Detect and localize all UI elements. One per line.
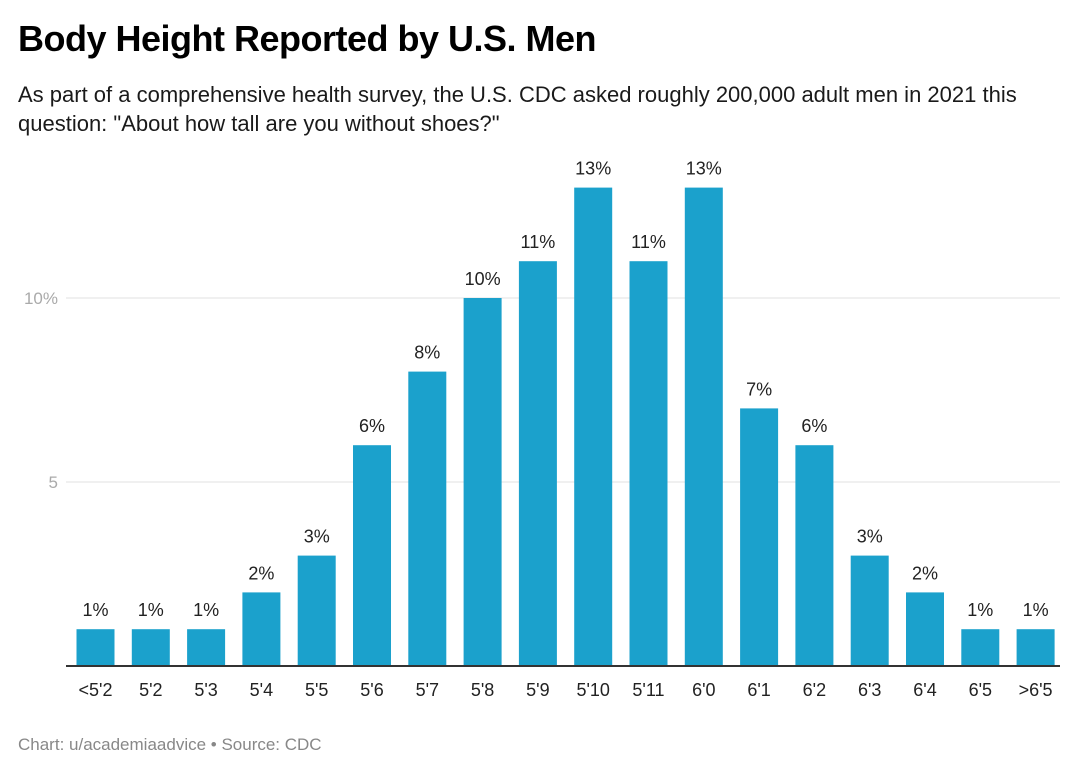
bar	[518, 261, 557, 666]
bar	[297, 555, 336, 666]
data-label: 1%	[138, 600, 164, 620]
x-tick-label: 5'10	[576, 680, 609, 700]
chart-subtitle: As part of a comprehensive health survey…	[18, 82, 1017, 136]
x-tick-label: 6'1	[747, 680, 770, 700]
data-label: 1%	[967, 600, 993, 620]
x-tick-label: 6'2	[803, 680, 826, 700]
bar	[408, 371, 447, 666]
data-label: 3%	[857, 527, 883, 547]
bar	[76, 629, 115, 666]
bar	[906, 592, 944, 666]
data-label: 8%	[414, 343, 440, 363]
bar	[629, 261, 668, 666]
x-tick-label: 5'11	[632, 680, 664, 700]
chart-source: Chart: u/academiaadvice • Source: CDC	[18, 735, 322, 754]
x-tick-label: 6'3	[858, 680, 881, 700]
data-label: 11%	[521, 232, 556, 252]
data-label: 13%	[575, 159, 611, 179]
x-tick-label: 5'4	[250, 680, 273, 700]
data-label: 6%	[801, 416, 827, 436]
bar	[961, 629, 1000, 666]
x-tick-label: 5'5	[305, 680, 328, 700]
data-label: 2%	[912, 563, 938, 583]
x-tick-label: >6'5	[1019, 680, 1053, 700]
data-label: 1%	[193, 600, 219, 620]
x-tick-label: 5'9	[526, 680, 549, 700]
data-label: 11%	[631, 232, 666, 252]
bar	[740, 408, 779, 666]
data-label: 2%	[248, 563, 274, 583]
data-label: 1%	[1023, 600, 1049, 620]
data-label: 6%	[359, 416, 385, 436]
bar	[795, 445, 834, 666]
bar	[463, 298, 502, 666]
x-tick-label: 5'7	[416, 680, 439, 700]
x-tick-label: <5'2	[79, 680, 113, 700]
data-label: 10%	[465, 269, 501, 289]
x-tick-label: 5'3	[194, 680, 217, 700]
bar	[1016, 629, 1055, 666]
bar	[850, 555, 889, 666]
bar	[131, 629, 170, 666]
data-label: 13%	[686, 159, 722, 179]
bar	[187, 629, 226, 666]
bar	[242, 592, 281, 666]
chart-title: Body Height Reported by U.S. Men	[18, 18, 597, 59]
y-tick-label: 5	[49, 473, 58, 492]
data-label: 7%	[746, 379, 772, 399]
x-tick-label: 6'5	[969, 680, 992, 700]
x-tick-label: 5'2	[139, 680, 162, 700]
x-tick-label: 6'0	[692, 680, 715, 700]
data-label: 1%	[82, 600, 108, 620]
x-tick-label: 5'6	[360, 680, 383, 700]
x-tick-label: 5'8	[471, 680, 494, 700]
bar	[574, 187, 613, 666]
y-tick-label: 10%	[24, 289, 58, 308]
bar	[353, 445, 391, 666]
data-label: 3%	[304, 527, 330, 547]
x-tick-label: 6'4	[913, 680, 936, 700]
bar	[684, 187, 723, 666]
